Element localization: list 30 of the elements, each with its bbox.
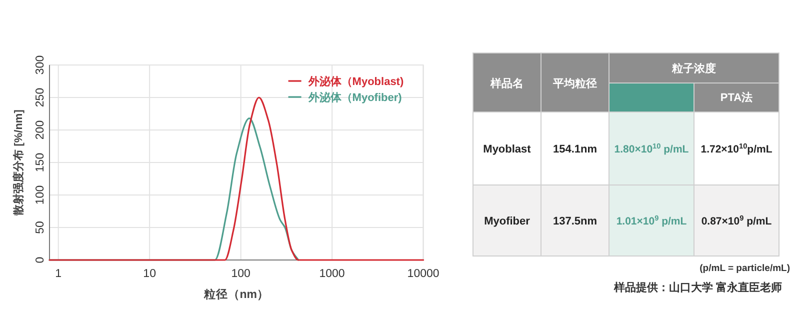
x-axis-title: 粒径（nm） (202, 288, 270, 301)
text: Myoblast (483, 144, 532, 156)
text: 154.1nm (552, 144, 598, 156)
x-tick-label: 1 (55, 268, 62, 280)
x-tick-label: 10000 (407, 268, 440, 280)
y-axis-title: 散射强度分布 [%/nm] (12, 109, 25, 216)
y-tick-label: 150 (34, 152, 46, 172)
y-tick-label: 200 (34, 120, 46, 140)
text: 粒子浓度 (671, 62, 716, 75)
text: (p/mL = particle/mL) (700, 263, 790, 274)
text: 样品提供：山口大学 富永直臣老师 (612, 281, 782, 294)
x-tick-label: 10 (143, 268, 156, 280)
text: 137.5nm (552, 216, 598, 228)
text: PTA法 (720, 91, 753, 104)
x-tick-label: 100 (231, 268, 250, 280)
y-tick-label: 250 (34, 88, 46, 108)
x-tick-label: 1000 (319, 268, 345, 280)
y-tick-label: 300 (34, 55, 46, 75)
legend-label: 外泌体（Myoblast) (307, 75, 404, 88)
y-tick-label: 50 (34, 221, 46, 234)
text: 1.80×10$^{10}$ p/mL (614, 141, 690, 156)
text: 1.72×10$^{10}$p/mL (700, 141, 773, 156)
text: 1.01×10$^{9}$ p/mL (616, 213, 688, 228)
text: 平均粒径 (552, 77, 597, 90)
text: 0.87×10$^{9}$ p/mL (701, 213, 772, 228)
legend-label: 外泌体（Myofiber) (307, 91, 402, 104)
text: Myofiber (484, 216, 531, 228)
y-tick-label: 0 (34, 256, 46, 264)
y-tick-label: 100 (34, 185, 46, 205)
text: 样品名 (490, 77, 524, 90)
